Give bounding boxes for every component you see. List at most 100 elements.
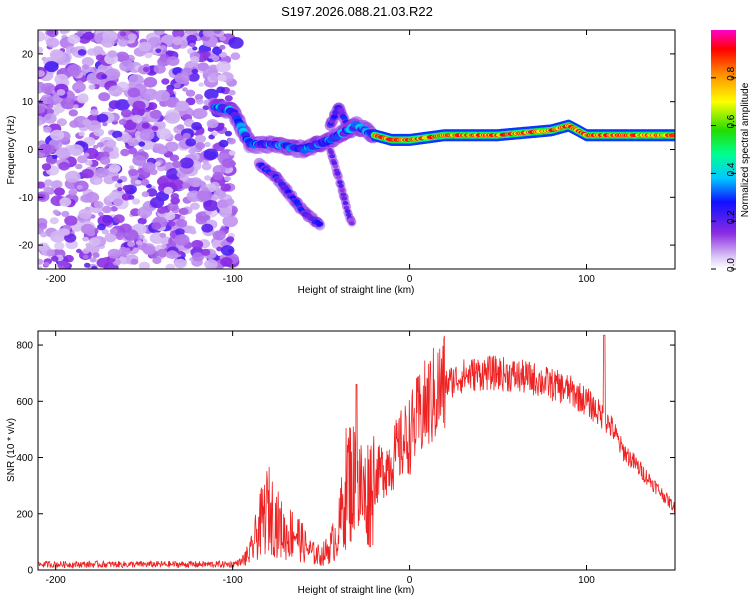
noise-blob [173,82,181,89]
noise-blob [43,261,50,267]
noise-blob [80,194,93,203]
noise-blob [40,232,48,238]
noise-blob [175,100,190,112]
tone-core [333,168,340,173]
noise-blob [65,170,81,183]
noise-blob [156,128,172,140]
noise-blob [146,102,158,111]
x-tick-label: -100 [223,575,243,586]
colorbar-tick-label: 0.8 [726,66,737,80]
noise-blob [151,222,162,230]
noise-blob [176,219,188,228]
noise-blob [102,122,108,127]
tone-core [332,164,339,169]
noise-blob [43,186,52,193]
noise-blob [127,87,141,98]
noise-blob [109,228,118,235]
tone-core [331,161,338,166]
x-tick-label: -100 [223,274,243,285]
y-tick-label: -10 [19,193,34,204]
tone-core [671,133,675,137]
noise-blob [220,183,232,192]
noise-blob [196,189,213,202]
spectrogram-ylabel: Frequency (Hz) [6,116,17,185]
tone-core [334,171,341,176]
noise-blob [134,179,142,185]
noise-blob [76,248,82,254]
x-tick-label: 0 [407,575,413,586]
noise-blob [111,175,119,182]
noise-blob [201,36,207,41]
noise-blob [219,35,227,41]
noise-blob [108,100,121,110]
noise-blob [118,246,131,256]
x-tick-label: 100 [578,274,595,285]
noise-blob [176,124,185,130]
noise-blob [115,51,130,63]
y-tick-label: 0 [27,145,33,156]
noise-blob [89,257,97,263]
colorbar-gradient [711,30,736,269]
noise-blob [230,52,241,60]
noise-blob [108,85,123,97]
noise-blob [172,30,185,39]
tone-core [345,212,352,217]
colorbar-tick-label: 0.0 [726,258,737,272]
noise-blob [128,168,138,177]
noise-blob [174,234,190,246]
noise-blob [82,118,92,126]
noise-blob [76,185,83,190]
noise-blob [224,175,232,182]
noise-blob [68,189,78,196]
noise-blob [201,223,214,233]
y-tick-label: 800 [16,341,33,352]
noise-blob [137,217,147,225]
noise-blob [153,30,165,36]
noise-blob [143,245,156,255]
noise-blob [138,141,146,147]
noise-blob [216,246,223,252]
noise-blob [55,147,71,160]
noise-blob [132,155,147,166]
noise-blob [38,70,45,77]
x-tick-label: -200 [46,575,66,586]
noise-blob [67,34,81,45]
noise-blob [138,261,150,269]
noise-blob [132,198,141,205]
noise-blob [169,154,180,162]
noise-blob [120,148,130,157]
noise-blob [128,74,144,86]
noise-blob [224,95,233,102]
noise-blob [112,130,123,139]
noise-blob [226,236,235,243]
noise-blob [97,223,106,231]
noise-blob [127,137,139,147]
noise-blob [174,258,187,269]
noise-blob [149,168,158,176]
noise-blob [225,198,235,206]
noise-blob [52,209,60,215]
noise-blob [58,161,70,171]
noise-blob [99,156,111,165]
noise-blob [228,150,236,156]
tone-core [343,205,350,210]
noise-blob [118,39,128,47]
noise-blob [203,148,219,160]
noise-blob [51,255,59,262]
noise-blob [54,187,65,196]
noise-blob [220,257,233,267]
noise-blob [41,163,52,171]
noise-blob [204,259,218,269]
noise-blob [202,186,209,192]
noise-blob [61,228,71,236]
noise-blob [38,143,52,154]
noise-blob [49,217,59,225]
noise-blob [192,46,198,51]
colorbar-tick-label: 0.6 [726,114,737,128]
noise-blob [80,223,95,235]
noise-blob [141,191,150,198]
noise-blob [166,56,180,66]
noise-blob [88,84,96,90]
noise-blob [159,232,167,238]
